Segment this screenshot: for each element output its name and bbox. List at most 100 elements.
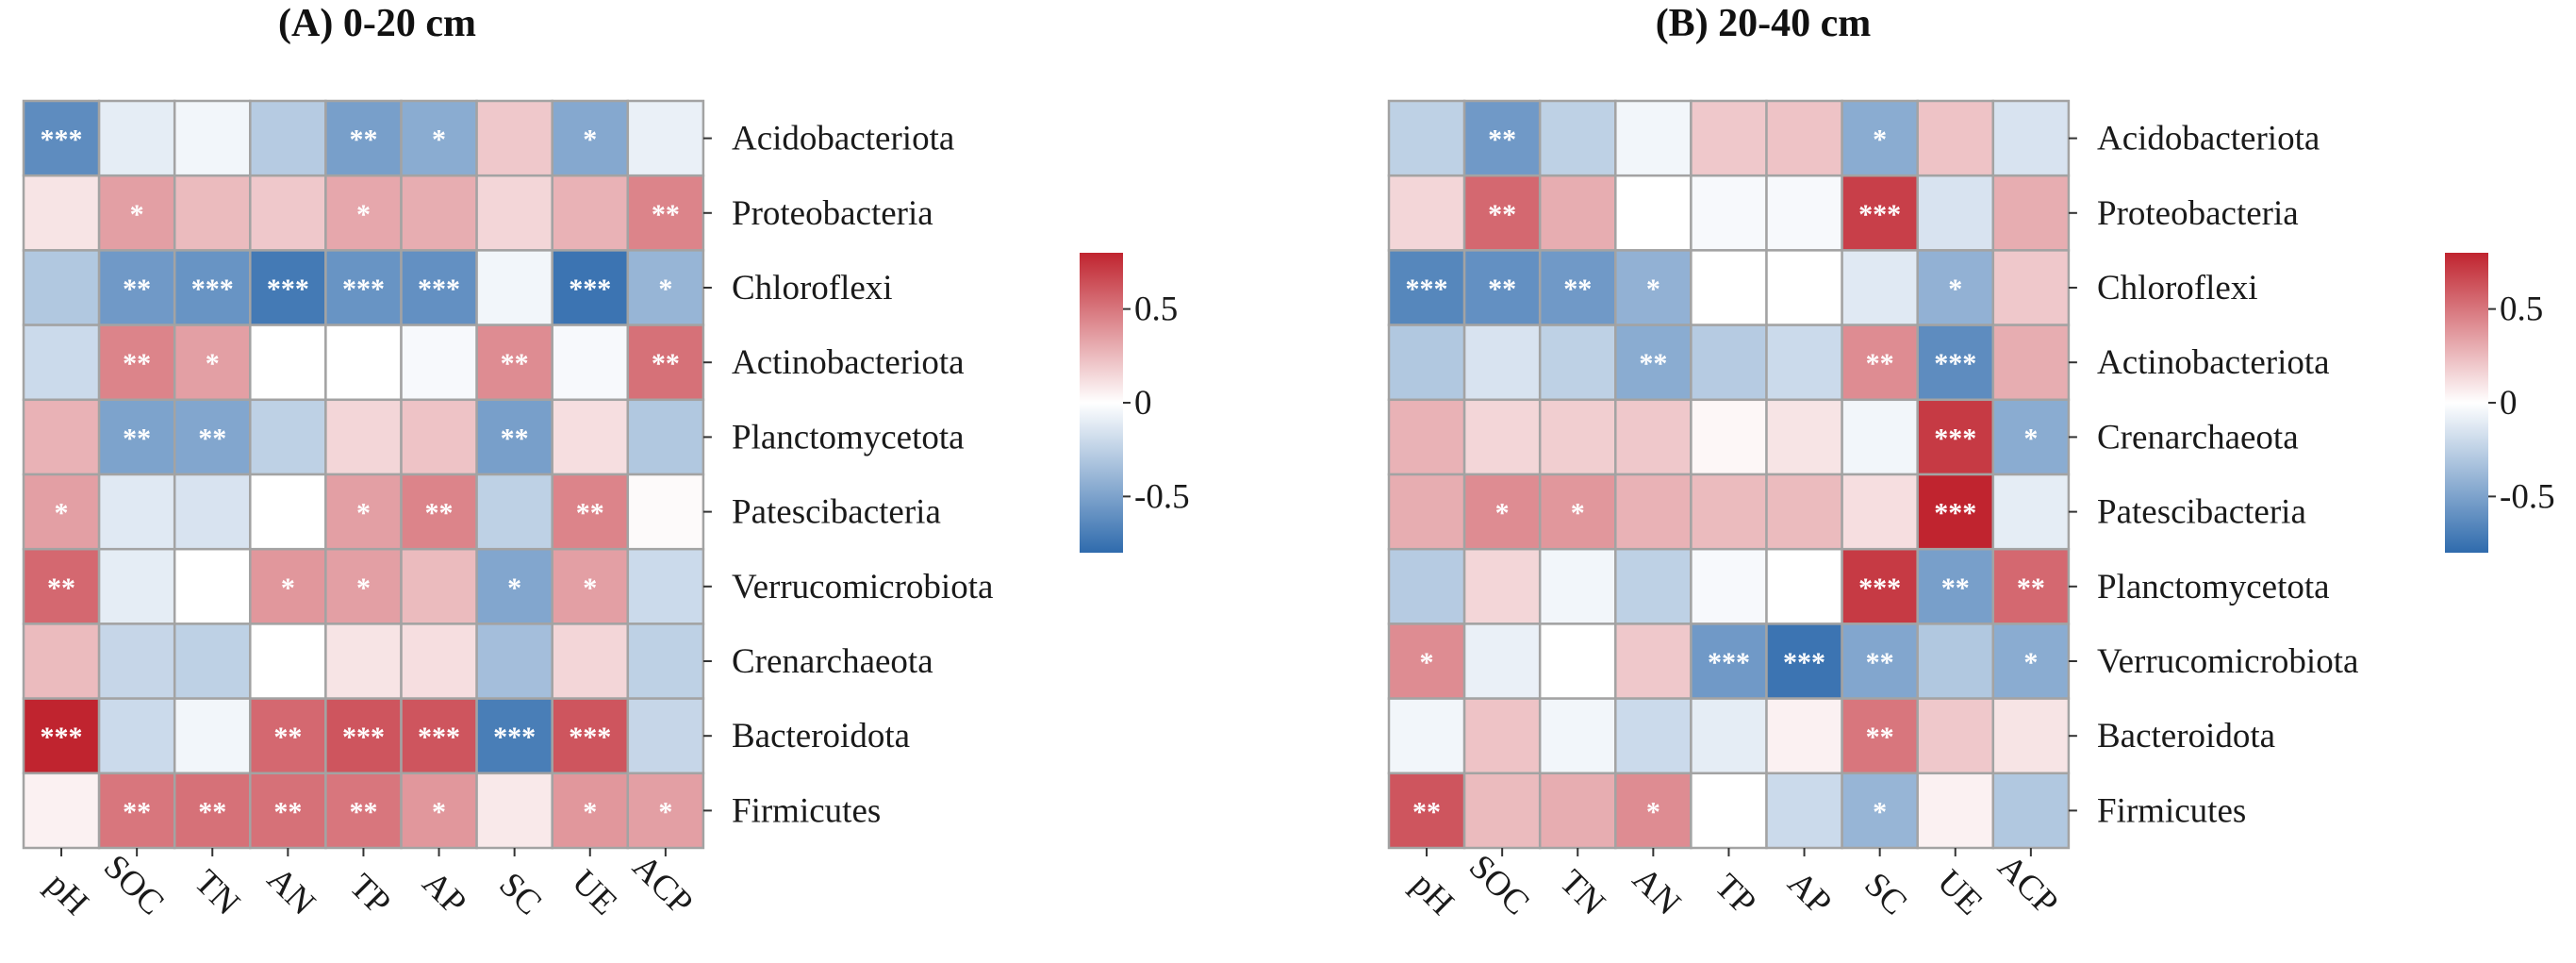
heatmap-cell <box>1690 547 1768 625</box>
heatmap-cell <box>551 324 630 402</box>
significance-label: *** <box>191 274 234 305</box>
heatmap-cell <box>1916 174 1995 252</box>
heatmap-cell <box>1538 174 1617 252</box>
significance-label: ** <box>1412 796 1441 827</box>
heatmap-cell <box>22 174 101 252</box>
significance-label: ** <box>1488 199 1516 230</box>
heatmap-cell <box>1614 473 1693 551</box>
heatmap-cell <box>551 697 630 775</box>
significance-label: * <box>356 498 371 529</box>
heatmap-cell <box>1614 697 1693 775</box>
row-label: Firmicutes <box>2097 791 2246 830</box>
heatmap-cell <box>1690 249 1768 326</box>
heatmap-cell <box>1916 772 1995 850</box>
heatmap-cell <box>1765 697 1843 775</box>
significance-label: * <box>130 199 144 230</box>
significance-label: ** <box>1488 274 1516 305</box>
heatmap-cell <box>1387 547 1466 625</box>
heatmap-cell <box>1690 772 1768 850</box>
significance-label: ** <box>47 573 75 604</box>
column-label: SOC <box>1461 847 1537 922</box>
significance-label: ** <box>1866 647 1894 678</box>
significance-label: *** <box>1783 647 1825 678</box>
column-label: AP <box>1780 864 1839 922</box>
heatmap-cell <box>551 398 630 476</box>
row-label: Crenarchaeota <box>732 642 933 681</box>
panel-title: (B) 20-40 cm <box>1656 2 1872 45</box>
significance-label: ** <box>652 199 680 230</box>
column-label: TN <box>187 862 247 922</box>
row-labels: Acidobacteriota Proteobacteria Chloroflexi… <box>702 120 993 830</box>
significance-label: * <box>658 274 672 305</box>
column-label: AN <box>1625 860 1688 923</box>
heatmap-cell <box>1387 697 1466 775</box>
heatmap-cell <box>1765 174 1843 252</box>
significance-label: *** <box>342 274 385 305</box>
heatmap-cell <box>173 473 252 551</box>
significance-label: ** <box>198 423 226 454</box>
heatmap-cell <box>324 174 403 252</box>
heatmap-cell <box>1690 473 1768 551</box>
heatmap-cell <box>324 324 403 402</box>
heatmap-cell <box>1916 249 1995 326</box>
significance-label: * <box>432 796 446 827</box>
heatmap-cell <box>1916 623 1995 700</box>
column-label: pH <box>1404 865 1461 922</box>
colorbar-tick-label: 0 <box>2500 384 2518 423</box>
heatmap-cell <box>475 547 553 625</box>
significance-label: ** <box>1941 573 1970 604</box>
row-label: Verrucomicrobiota <box>2097 642 2358 681</box>
heatmap-cell <box>324 398 403 476</box>
heatmap-cell <box>1765 623 1843 700</box>
heatmap-cell <box>475 473 553 551</box>
heatmap-cells: ****************************************… <box>22 99 705 850</box>
heatmap-cell <box>1841 473 1919 551</box>
heatmap-cell <box>1690 99 1768 177</box>
heatmap-cell <box>249 473 327 551</box>
heatmap-cell <box>1538 249 1617 326</box>
significance-label: ** <box>123 348 151 379</box>
significance-label: ** <box>273 722 302 753</box>
row-label: Proteobacteria <box>732 194 933 233</box>
heatmap-cell <box>1991 772 2071 850</box>
panel-b: (B) 20-40 cm ** *** ****** ** ** * *** ** ******… <box>1387 2 2555 923</box>
significance-label: * <box>1873 125 1887 156</box>
heatmap-cell <box>22 249 101 326</box>
significance-label: * <box>206 348 220 379</box>
heatmap-cell <box>1387 772 1466 850</box>
heatmap-cell <box>1538 547 1617 625</box>
heatmap-cell <box>475 249 553 326</box>
significance-label: ** <box>1563 274 1592 305</box>
heatmap-cell <box>97 473 176 551</box>
column-label: ACP <box>625 847 701 922</box>
heatmap-cell <box>249 324 327 402</box>
significance-label: ** <box>652 348 680 379</box>
heatmap-cell <box>1614 547 1693 625</box>
heatmap-cell <box>626 547 705 625</box>
heatmap-cells: ****************************************… <box>1387 99 2071 850</box>
column-label: SOC <box>96 847 172 922</box>
row-label: Acidobacteriota <box>732 120 954 158</box>
heatmap-cell <box>1991 547 2071 625</box>
column-label: TP <box>342 867 399 923</box>
row-label: Planctomycetota <box>732 418 965 457</box>
heatmap-cell <box>1690 324 1768 402</box>
row-label: Firmicutes <box>732 791 881 830</box>
heatmap-cell <box>1538 623 1617 700</box>
heatmap-cell <box>173 324 252 402</box>
column-label: TP <box>1708 867 1764 923</box>
row-label: Chloroflexi <box>2097 269 2258 307</box>
heatmap-cell <box>1387 398 1466 476</box>
heatmap-cell <box>475 772 553 850</box>
heatmap-cell <box>1538 99 1617 177</box>
significance-label: ** <box>501 423 529 454</box>
heatmap-cell <box>1841 772 1919 850</box>
heatmap-cell <box>1538 398 1617 476</box>
heatmap-cell <box>1387 473 1466 551</box>
heatmap-cell <box>1841 547 1919 625</box>
heatmap-cell <box>1614 174 1693 252</box>
heatmap-cell <box>22 398 101 476</box>
significance-label: * <box>1948 274 1962 305</box>
significance-label: *** <box>1406 274 1448 305</box>
